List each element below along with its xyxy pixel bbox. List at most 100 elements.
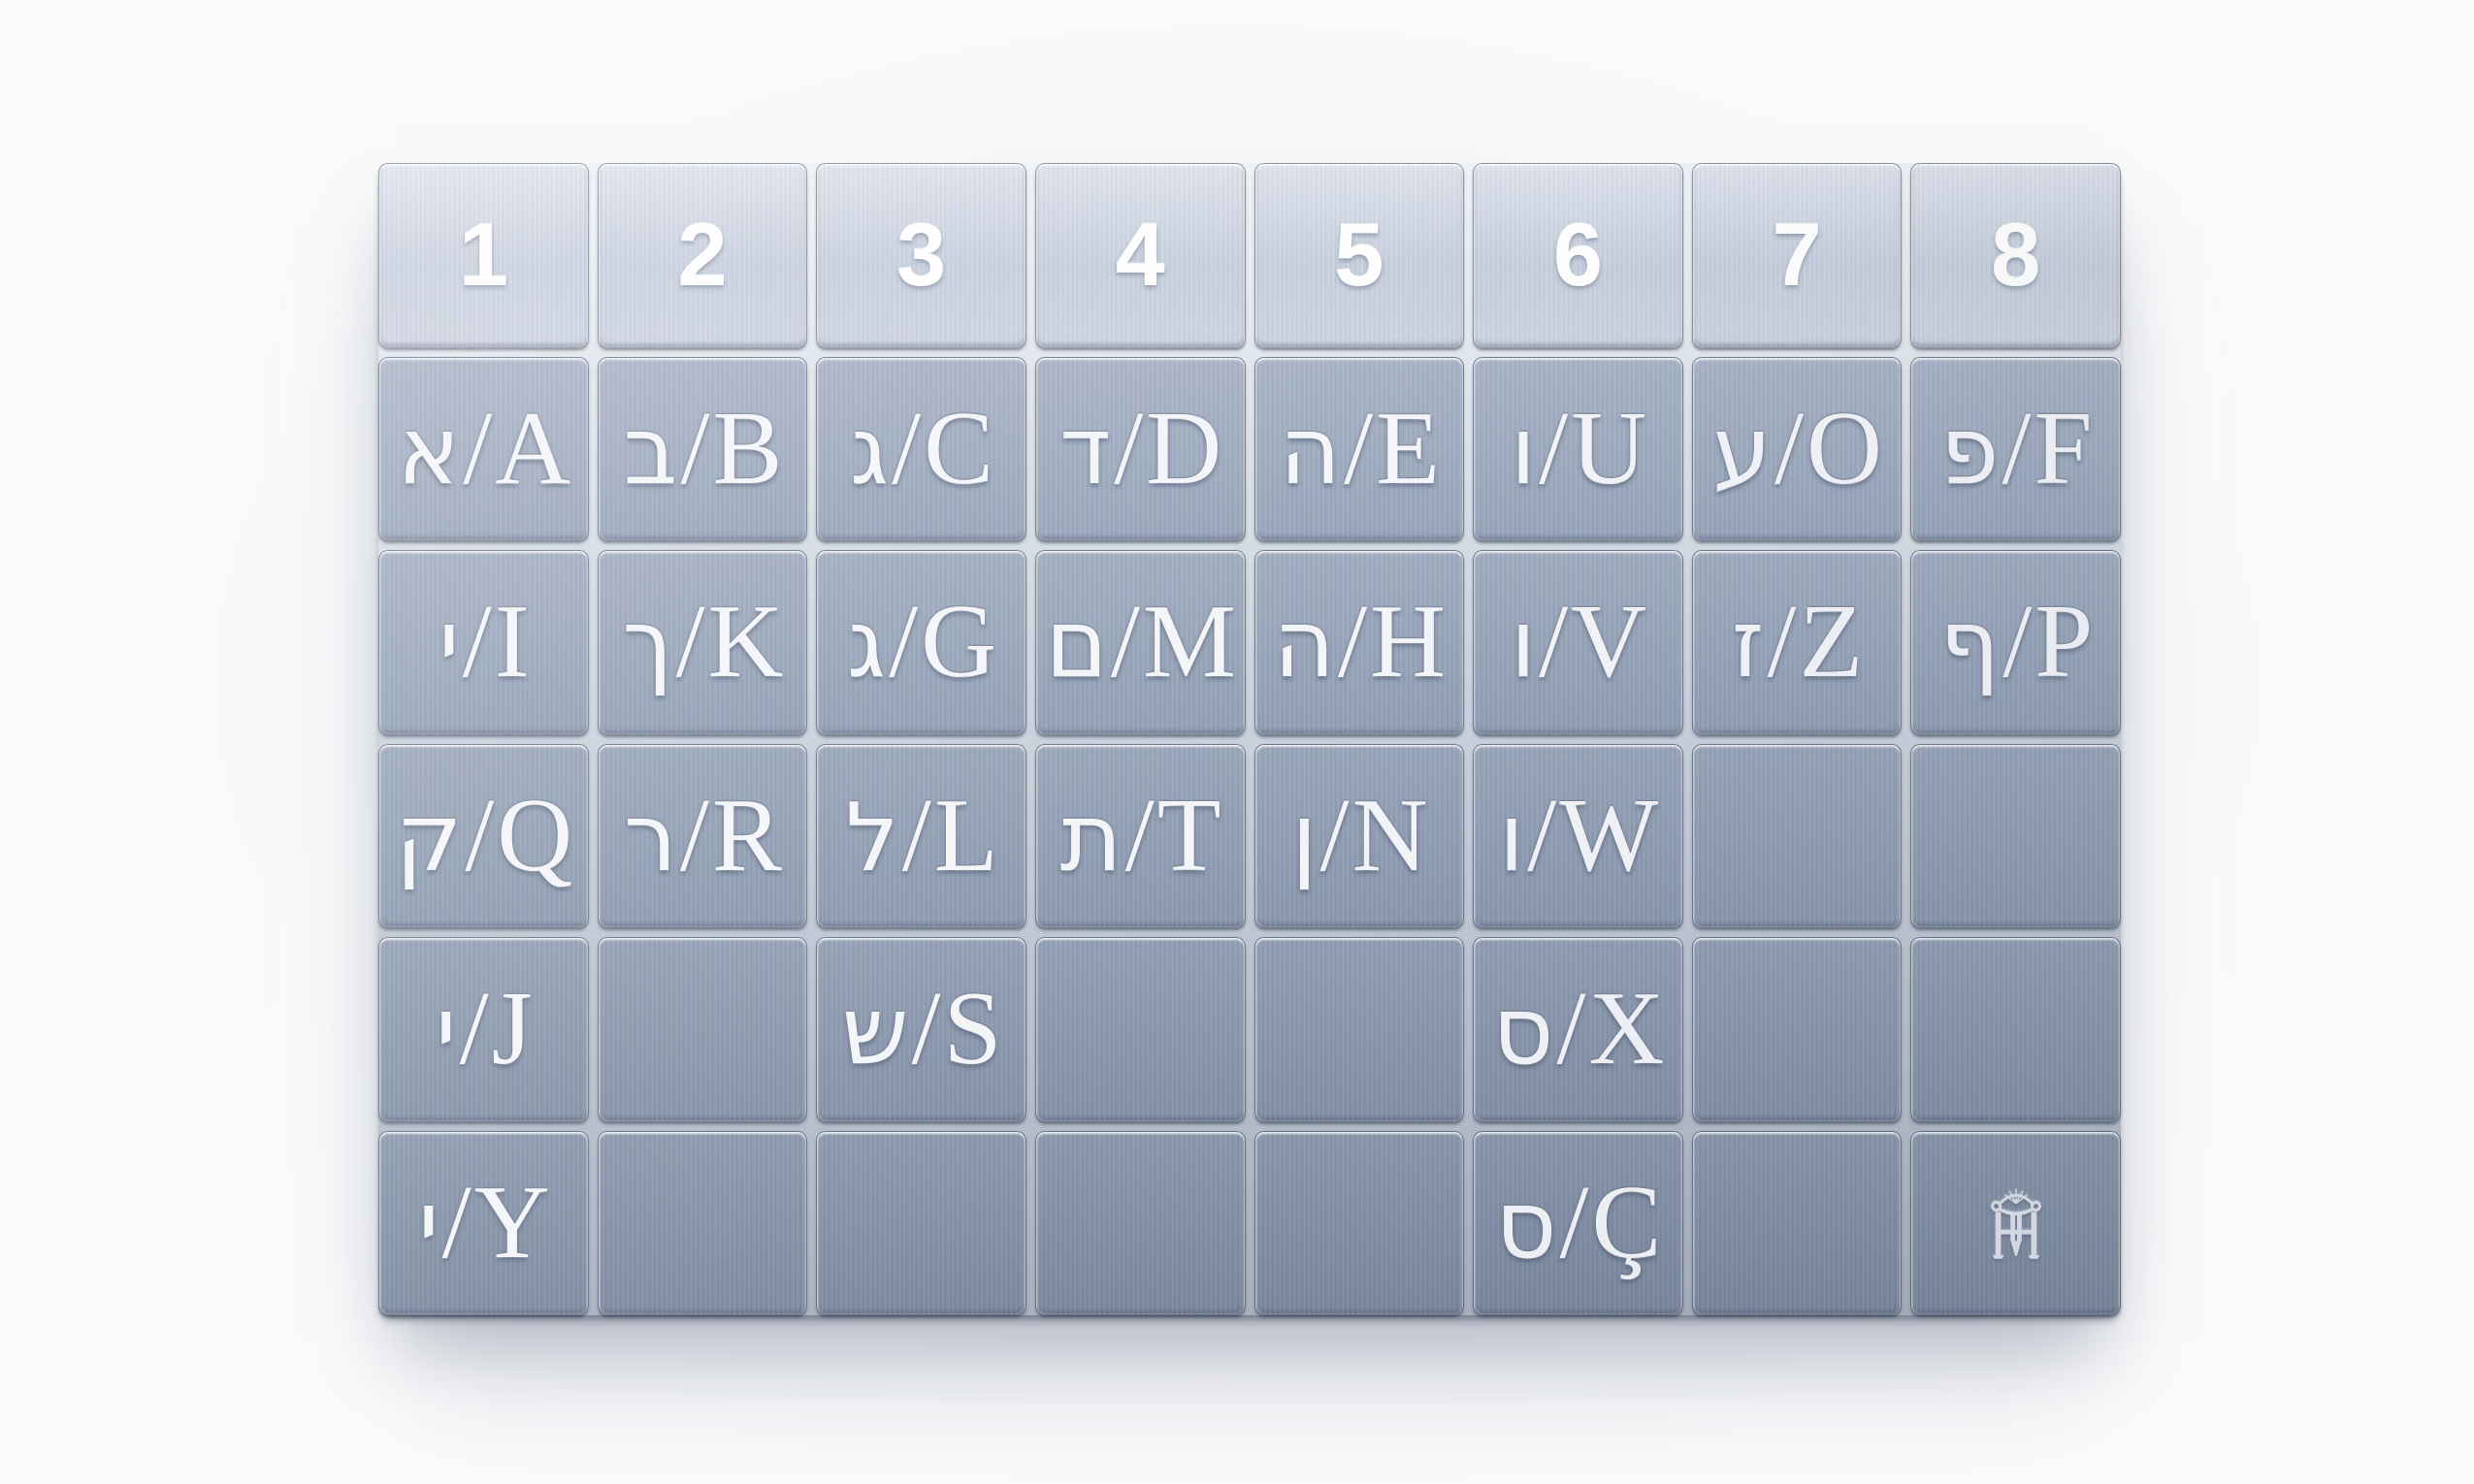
key-y[interactable]: י/Y (378, 1130, 589, 1315)
hebrew-letter: ג (847, 589, 887, 699)
tile-board: 1 2 3 4 5 6 7 8 א/A ב/B ג/C ד/D ה/E ו/U ע/O פ/F י/I ך/K ג/… (378, 163, 2121, 1315)
key-i[interactable]: י/I (378, 550, 589, 735)
hebrew-letter: ר (623, 782, 677, 892)
column-number: 2 (677, 205, 728, 305)
column-number: 4 (1115, 205, 1165, 305)
header-tile-4: 4 (1034, 163, 1246, 348)
slash-separator: / (2002, 584, 2033, 700)
key-c[interactable]: ג/C (816, 356, 1026, 541)
hebrew-letter: ל (845, 782, 899, 892)
latin-letter: B (712, 390, 783, 506)
key-k[interactable]: ך/K (597, 550, 808, 735)
column-number: 6 (1552, 205, 1604, 305)
slash-separator: / (462, 584, 492, 700)
key-s[interactable]: ש/S (816, 937, 1026, 1122)
latin-letter: H (1370, 584, 1446, 700)
header-tile-5: 5 (1253, 163, 1465, 348)
key-a[interactable]: א/A (378, 356, 589, 541)
slash-separator: / (1539, 584, 1569, 700)
slash-separator: / (680, 390, 710, 506)
latin-letter: D (1146, 390, 1221, 506)
key-w[interactable]: ו/W (1473, 743, 1683, 928)
letter-pair-label: ו/V (1511, 582, 1647, 702)
hebrew-letter: ם (1045, 589, 1108, 699)
header-tile-7: 7 (1691, 163, 1903, 348)
key-v[interactable]: ו/V (1473, 550, 1683, 735)
hebrew-letter: ף (1939, 589, 2001, 699)
hebrew-letter: ג (850, 395, 890, 505)
hebrew-letter: א (397, 395, 461, 505)
key-j[interactable]: י/J (378, 937, 589, 1122)
latin-letter: I (494, 584, 530, 700)
key-d[interactable]: ד/D (1034, 356, 1246, 541)
key-p[interactable]: ף/P (1910, 550, 2121, 735)
hebrew-letter: ן (1291, 782, 1318, 892)
key-e[interactable]: ה/E (1253, 356, 1465, 541)
hebrew-letter: ס (1492, 976, 1554, 1086)
latin-letter: M (1142, 584, 1236, 700)
key-b[interactable]: ב/B (597, 356, 808, 541)
letter-pair-label: ם/M (1045, 582, 1236, 702)
hebrew-letter: ת (1059, 782, 1123, 892)
key-m[interactable]: ם/M (1034, 550, 1246, 735)
latin-letter: R (711, 777, 782, 893)
letter-pair-label: ד/D (1059, 389, 1221, 509)
hebrew-letter: ו (1498, 782, 1525, 892)
latin-letter: G (921, 584, 996, 700)
latin-letter: T (1156, 777, 1221, 893)
hebrew-letter: ז (1731, 589, 1765, 699)
hebrew-letter: ש (841, 976, 909, 1086)
letter-pair-label: ג/C (850, 389, 993, 509)
key-r[interactable]: ר/R (597, 743, 808, 928)
slash-separator: / (1774, 390, 1804, 506)
letter-pair-label: ו/U (1510, 389, 1647, 509)
latin-letter: N (1351, 777, 1428, 893)
latin-letter: Ç (1591, 1164, 1661, 1280)
blank-tile (597, 1130, 808, 1315)
slash-separator: / (465, 777, 495, 893)
blank-tile (1910, 743, 2121, 928)
letter-pair-label: ע/O (1712, 389, 1882, 509)
key-u[interactable]: ו/U (1473, 356, 1683, 541)
hebrew-letter: ו (1510, 395, 1537, 505)
column-number: 1 (458, 205, 508, 305)
hebrew-letter: ק (395, 782, 463, 892)
header-tile-2: 2 (597, 163, 808, 348)
key-z[interactable]: ז/Z (1691, 550, 1903, 735)
letter-pair-label: ש/S (841, 969, 1002, 1089)
blank-tile (1910, 937, 2121, 1122)
key-o[interactable]: ע/O (1691, 356, 1903, 541)
letter-pair-label: י/J (435, 969, 533, 1089)
letter-pair-label: ס/Ç (1495, 1163, 1661, 1283)
key-t[interactable]: ת/T (1034, 743, 1246, 928)
blank-tile (816, 1130, 1026, 1315)
key-ç[interactable]: ס/Ç (1473, 1130, 1683, 1315)
key-h[interactable]: ה/H (1253, 550, 1465, 735)
slash-separator: / (911, 971, 941, 1087)
key-g[interactable]: ג/G (816, 550, 1026, 735)
key-f[interactable]: פ/F (1910, 356, 2121, 541)
blank-tile (1691, 937, 1903, 1122)
blank-tile (1691, 743, 1903, 928)
slash-separator: / (1319, 777, 1350, 893)
letter-pair-label: י/Y (417, 1163, 550, 1283)
slash-separator: / (1767, 584, 1797, 700)
hebrew-letter: י (417, 1169, 439, 1279)
slash-separator: / (892, 390, 922, 506)
latin-letter: L (933, 777, 998, 893)
latin-letter: Y (473, 1164, 550, 1280)
slash-separator: / (1110, 584, 1140, 700)
header-tile-1: 1 (378, 163, 589, 348)
key-x[interactable]: ס/X (1473, 937, 1683, 1122)
hebrew-letter: ס (1495, 1169, 1557, 1279)
key-l[interactable]: ל/L (816, 743, 1026, 928)
letter-pair-label: ה/E (1280, 389, 1440, 509)
slash-separator: / (1527, 777, 1557, 893)
slash-separator: / (1556, 971, 1586, 1087)
latin-letter: C (924, 390, 993, 506)
column-number: 3 (895, 205, 947, 305)
header-tile-8: 8 (1910, 163, 2121, 348)
key-q[interactable]: ק/Q (378, 743, 589, 928)
key-n[interactable]: ן/N (1253, 743, 1465, 928)
hebrew-letter: י (435, 976, 457, 1086)
